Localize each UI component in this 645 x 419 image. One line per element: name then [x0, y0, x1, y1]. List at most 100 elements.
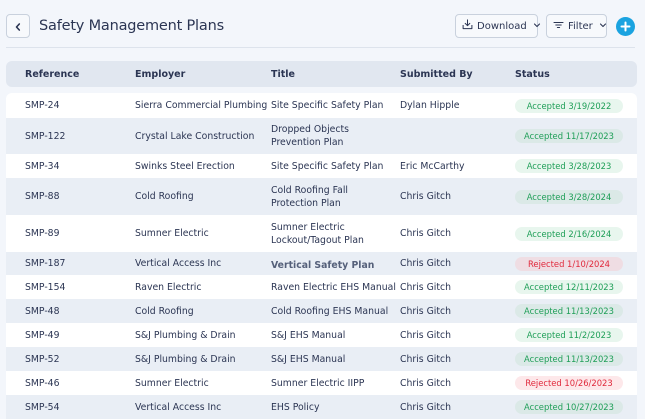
cell-title: Cold Roofing Fall Protection Plan: [271, 184, 348, 209]
column-header-employer[interactable]: Employer: [135, 68, 186, 80]
cell-status: Accepted 11/2/2023: [503, 328, 637, 342]
cell-employer: S&J Plumbing & Drain: [135, 329, 236, 341]
cell-status: Accepted 11/17/2023: [503, 129, 637, 143]
cell-submitted-by: Dylan Hipple: [400, 100, 460, 111]
table-row[interactable]: SMP-52 S&J Plumbing & Drain S&J EHS Manu…: [6, 347, 637, 371]
page-header: Safety Management Plans Download Filter: [6, 13, 635, 39]
status-badge: Accepted 11/13/2023: [515, 304, 623, 318]
table-row[interactable]: SMP-89 Sumner Electric Sumner Electric L…: [6, 215, 637, 252]
plus-icon: [620, 17, 631, 36]
status-badge: Accepted 10/27/2023: [515, 400, 623, 414]
cell-employer: Raven Electric: [135, 281, 202, 293]
cell-reference: SMP-122: [25, 130, 66, 142]
plans-table: Reference Employer Title Submitted By St…: [6, 61, 637, 419]
cell-title: Site Specific Safety Plan: [271, 100, 384, 111]
header-actions: Download Filter: [455, 14, 635, 38]
cell-title: S&J EHS Manual: [271, 329, 346, 341]
add-plan-button[interactable]: [616, 16, 635, 36]
status-badge: Accepted 3/28/2024: [515, 189, 623, 204]
status-badge: Accepted 3/28/2023: [515, 159, 623, 173]
cell-employer: Cold Roofing: [135, 305, 194, 317]
cell-title: Vertical Safety Plan: [271, 259, 375, 271]
cell-reference: SMP-88: [25, 191, 60, 202]
filter-icon: [553, 20, 564, 33]
cell-title: Raven Electric EHS Manual: [271, 281, 396, 293]
cell-title: EHS Policy: [271, 401, 320, 413]
cell-status: Accepted 2/16/2024: [503, 226, 637, 241]
cell-title: Sumner Electric IIPP: [271, 377, 365, 389]
column-header-submitted-by[interactable]: Submitted By: [400, 68, 473, 80]
cell-status: Accepted 10/27/2023: [503, 400, 637, 414]
cell-submitted-by: Chris Gitch: [400, 281, 452, 293]
cell-submitted-by: Chris Gitch: [400, 329, 452, 341]
cell-submitted-by: Eric McCarthy: [400, 160, 465, 172]
cell-employer: Swinks Steel Erection: [135, 160, 235, 172]
cell-status: Rejected 10/26/2023: [503, 376, 637, 390]
table-row[interactable]: SMP-122 Crystal Lake Construction Droppe…: [6, 118, 637, 154]
download-label: Download: [477, 20, 527, 32]
chevron-left-icon: [13, 17, 23, 36]
chevron-down-icon: [533, 21, 541, 32]
cell-employer: Vertical Access Inc: [135, 258, 222, 269]
cell-status: Accepted 11/13/2023: [503, 304, 637, 318]
cell-submitted-by: Chris Gitch: [400, 353, 452, 365]
column-header-status[interactable]: Status: [515, 68, 550, 80]
cell-submitted-by: Chris Gitch: [400, 377, 452, 389]
table-header: Reference Employer Title Submitted By St…: [6, 61, 637, 87]
cell-title: Cold Roofing EHS Manual: [271, 305, 389, 317]
cell-title: Sumner Electric Lockout/Tagout Plan: [271, 221, 364, 246]
cell-employer: Sumner Electric: [135, 228, 209, 239]
cell-title: S&J EHS Manual: [271, 353, 346, 365]
page-title: Safety Management Plans: [39, 18, 224, 34]
cell-submitted-by: Chris Gitch: [400, 401, 452, 413]
table-row[interactable]: SMP-54 Vertical Access Inc EHS Policy Ch…: [6, 395, 637, 419]
cell-reference: SMP-34: [25, 160, 60, 172]
status-badge: Rejected 1/10/2024: [515, 256, 623, 271]
status-badge: Accepted 11/2/2023: [515, 328, 623, 342]
table-row[interactable]: SMP-88 Cold Roofing Cold Roofing Fall Pr…: [6, 178, 637, 215]
table-row[interactable]: SMP-34 Swinks Steel Erection Site Specif…: [6, 154, 637, 178]
filter-label: Filter: [568, 20, 593, 32]
status-badge: Accepted 11/17/2023: [515, 129, 623, 143]
table-row[interactable]: SMP-46 Sumner Electric Sumner Electric I…: [6, 371, 637, 395]
table-row[interactable]: SMP-187 Vertical Access Inc Vertical Saf…: [6, 252, 637, 275]
status-badge: Accepted 2/16/2024: [515, 226, 623, 241]
table-row[interactable]: SMP-49 S&J Plumbing & Drain S&J EHS Manu…: [6, 323, 637, 347]
cell-status: Accepted 11/13/2023: [503, 352, 637, 366]
download-button[interactable]: Download: [455, 14, 541, 38]
cell-reference: SMP-24: [25, 100, 60, 111]
chevron-down-icon: [599, 21, 607, 32]
cell-employer: Cold Roofing: [135, 191, 194, 202]
status-badge: Accepted 3/19/2022: [515, 98, 623, 113]
cell-employer: Vertical Access Inc: [135, 401, 222, 413]
column-header-reference[interactable]: Reference: [25, 68, 80, 80]
cell-employer: Sumner Electric: [135, 377, 209, 389]
cell-employer: Sierra Commercial Plumbing: [135, 100, 268, 111]
cell-status: Accepted 3/28/2024: [503, 189, 637, 204]
column-header-title[interactable]: Title: [271, 68, 295, 80]
cell-status: Rejected 1/10/2024: [503, 256, 637, 271]
cell-submitted-by: Chris Gitch: [400, 258, 452, 269]
header-divider: [6, 47, 635, 48]
table-row[interactable]: SMP-48 Cold Roofing Cold Roofing EHS Man…: [6, 299, 637, 323]
cell-reference: SMP-52: [25, 353, 60, 365]
status-badge: Rejected 10/26/2023: [515, 376, 623, 390]
cell-status: Accepted 3/19/2022: [503, 98, 637, 113]
cell-reference: SMP-49: [25, 329, 60, 341]
cell-employer: S&J Plumbing & Drain: [135, 353, 236, 365]
cell-reference: SMP-46: [25, 377, 60, 389]
table-row[interactable]: SMP-154 Raven Electric Raven Electric EH…: [6, 275, 637, 299]
status-badge: Accepted 12/11/2023: [515, 280, 623, 294]
filter-button[interactable]: Filter: [546, 14, 607, 38]
cell-submitted-by: Chris Gitch: [400, 191, 452, 202]
cell-title: Site Specific Safety Plan: [271, 160, 384, 172]
back-button[interactable]: [6, 14, 30, 38]
cell-title: Dropped Objects Prevention Plan: [271, 124, 349, 148]
cell-status: Accepted 12/11/2023: [503, 280, 637, 294]
cell-submitted-by: Chris Gitch: [400, 228, 452, 239]
cell-submitted-by: Chris Gitch: [400, 305, 452, 317]
status-badge: Accepted 11/13/2023: [515, 352, 623, 366]
table-row[interactable]: SMP-24 Sierra Commercial Plumbing Site S…: [6, 93, 637, 118]
download-icon: [462, 19, 473, 33]
